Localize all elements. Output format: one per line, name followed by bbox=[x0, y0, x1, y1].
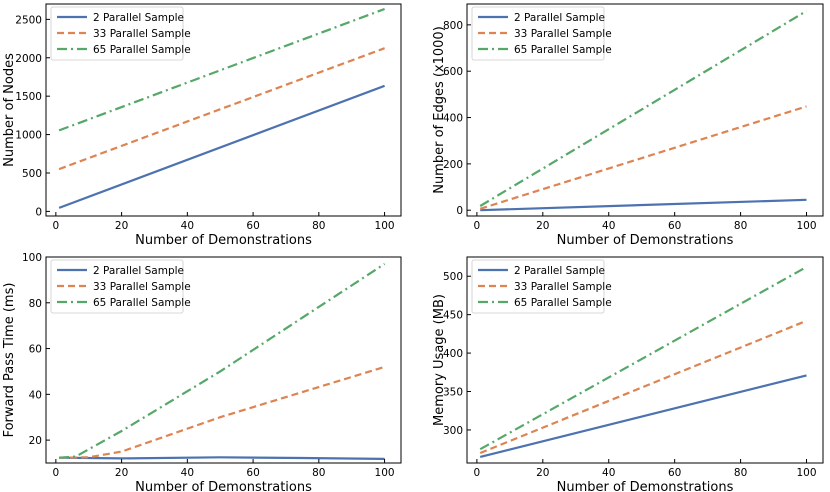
y-tick-label: 1000 bbox=[15, 130, 42, 142]
x-tick-label: 80 bbox=[312, 467, 325, 479]
plot-frame bbox=[466, 3, 824, 217]
y-axis-label: Number of Nodes bbox=[2, 53, 17, 167]
x-tick-label: 60 bbox=[668, 220, 681, 232]
chart-panel-3: 0 20 40 60 80 100 20 40 60 80 100 Number of Demonst… bbox=[2, 252, 402, 492]
x-axis-label: Number of Demonstrations bbox=[135, 233, 312, 248]
legend-entry-label: 33 Parallel Sample bbox=[93, 28, 191, 40]
chart-panel-4: 0 20 40 60 80 100 300 350 400 450 500 Number of Dem… bbox=[432, 256, 824, 492]
legend-entry-label: 2 Parallel Sample bbox=[93, 265, 184, 277]
series-line-3 bbox=[59, 262, 386, 459]
y-tick-label: 60 bbox=[29, 344, 42, 356]
series-line-1 bbox=[58, 84, 385, 209]
series-line-1 bbox=[59, 456, 385, 460]
x-tick-label: 40 bbox=[181, 220, 194, 232]
x-tick-label: 100 bbox=[375, 467, 395, 479]
y-tick-label: 0 bbox=[35, 206, 42, 218]
x-axis-label: Number of Demonstrations bbox=[557, 480, 734, 492]
y-tick-label: 80 bbox=[29, 298, 42, 310]
y-axis-label: Number of Edges (x1000) bbox=[432, 26, 447, 194]
legend-entry-label: 65 Parallel Sample bbox=[93, 297, 191, 309]
legend: 2 Parallel Sample 33 Parallel Sample 65 Pa… bbox=[50, 6, 191, 61]
legend-entry-label: 33 Parallel Sample bbox=[514, 28, 612, 40]
x-tick-label: 60 bbox=[668, 467, 681, 479]
x-tick-label: 20 bbox=[115, 220, 128, 232]
series-line-2 bbox=[59, 365, 385, 459]
x-tick-label: 20 bbox=[536, 220, 549, 232]
series-line-1 bbox=[479, 374, 807, 458]
x-tick-label: 0 bbox=[53, 220, 60, 232]
series-line-1 bbox=[480, 198, 807, 212]
x-axis-label: Number of Demonstrations bbox=[135, 480, 312, 492]
y-tick-label: 400 bbox=[443, 348, 463, 360]
y-tick-label: 600 bbox=[443, 66, 463, 78]
y-tick-label: 500 bbox=[443, 271, 463, 283]
x-tick-label: 80 bbox=[312, 220, 325, 232]
series-line-3 bbox=[479, 266, 808, 451]
x-tick-label: 80 bbox=[734, 220, 747, 232]
legend-entry-label: 33 Parallel Sample bbox=[93, 281, 191, 293]
x-tick-label: 60 bbox=[246, 467, 259, 479]
series-line-3 bbox=[479, 10, 808, 207]
y-tick-label: 20 bbox=[29, 435, 42, 447]
series-line-2 bbox=[479, 105, 807, 210]
y-tick-label: 40 bbox=[29, 389, 42, 401]
plot-frame bbox=[45, 3, 402, 217]
y-tick-label: 450 bbox=[443, 310, 463, 322]
y-tick-label: 2000 bbox=[15, 53, 42, 65]
y-tick-label: 1500 bbox=[15, 91, 42, 103]
y-tick-label: 500 bbox=[22, 168, 42, 180]
x-tick-label: 0 bbox=[474, 467, 481, 479]
legend-entry-label: 65 Parallel Sample bbox=[514, 297, 612, 309]
legend-entry-label: 2 Parallel Sample bbox=[514, 265, 605, 277]
y-tick-label: 800 bbox=[443, 20, 463, 32]
x-tick-label: 100 bbox=[796, 467, 816, 479]
chart-panel-2: 0 20 40 60 80 100 0 200 400 600 800 Number of Demon… bbox=[432, 3, 824, 248]
y-tick-label: 0 bbox=[456, 205, 463, 217]
x-tick-label: 20 bbox=[115, 467, 128, 479]
y-tick-label: 300 bbox=[443, 425, 463, 437]
series-line-2 bbox=[58, 47, 385, 171]
x-tick-label: 80 bbox=[734, 467, 747, 479]
x-tick-label: 100 bbox=[796, 220, 816, 232]
y-tick-label: 350 bbox=[443, 387, 463, 399]
x-tick-label: 40 bbox=[602, 220, 615, 232]
x-tick-label: 100 bbox=[375, 220, 395, 232]
legend: 2 Parallel Sample 33 Parallel Sample 65 Pa… bbox=[50, 259, 191, 314]
y-tick-label: 2500 bbox=[15, 14, 42, 26]
plot-frame bbox=[45, 256, 402, 464]
y-axis-label: Memory Usage (MB) bbox=[432, 294, 447, 426]
y-tick-label: 400 bbox=[443, 113, 463, 125]
legend-entry-label: 65 Parallel Sample bbox=[514, 44, 612, 56]
legend: 2 Parallel Sample 33 Parallel Sample 65 Pa… bbox=[471, 6, 612, 61]
legend-box bbox=[471, 6, 605, 61]
legend-entry-label: 33 Parallel Sample bbox=[514, 281, 612, 293]
plot-frame bbox=[466, 256, 824, 464]
y-tick-label: 100 bbox=[22, 252, 42, 264]
legend-entry-label: 2 Parallel Sample bbox=[93, 12, 184, 24]
x-tick-label: 40 bbox=[602, 467, 615, 479]
x-tick-label: 40 bbox=[181, 467, 194, 479]
series-line-3 bbox=[58, 7, 385, 132]
x-axis-label: Number of Demonstrations bbox=[557, 233, 734, 248]
legend-entry-label: 2 Parallel Sample bbox=[514, 12, 605, 24]
legend-entry-label: 65 Parallel Sample bbox=[93, 44, 191, 56]
x-tick-label: 60 bbox=[246, 220, 259, 232]
y-tick-label: 200 bbox=[443, 159, 463, 171]
x-tick-label: 0 bbox=[53, 467, 60, 479]
legend: 2 Parallel Sample 33 Parallel Sample 65 Pa… bbox=[471, 259, 612, 314]
legend-box bbox=[471, 259, 605, 314]
legend-box bbox=[50, 259, 184, 314]
x-tick-label: 0 bbox=[474, 220, 481, 232]
legend-box bbox=[50, 6, 184, 61]
y-axis-label: Forward Pass Time (ms) bbox=[2, 283, 17, 438]
series-line-2 bbox=[479, 319, 807, 455]
x-tick-label: 20 bbox=[536, 467, 549, 479]
